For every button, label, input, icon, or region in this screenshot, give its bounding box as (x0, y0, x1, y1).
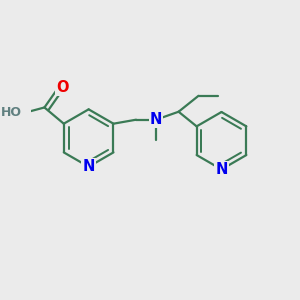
Text: O: O (56, 80, 68, 95)
Text: N: N (215, 162, 228, 177)
Text: HO: HO (1, 106, 22, 118)
Text: N: N (82, 159, 95, 174)
Text: N: N (150, 112, 162, 127)
